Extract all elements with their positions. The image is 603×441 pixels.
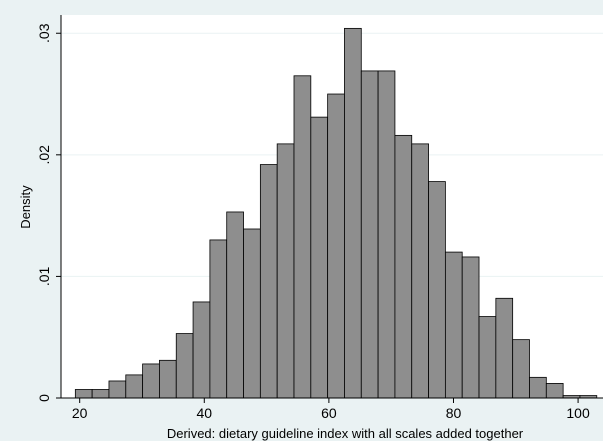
y-tick-label: 0 [36,394,52,402]
x-axis-ticks: 20 40 60 80 100 [72,398,590,421]
histogram-bar [478,316,497,399]
histogram-bar [159,359,177,399]
x-tick-label: 60 [321,405,337,421]
histogram-bar [394,134,413,399]
histogram-bar [461,256,480,399]
x-axis-title: Derived: dietary guideline index with al… [167,426,524,441]
histogram-bar [444,251,463,399]
histogram-bar [209,239,228,399]
y-axis-title: Density [18,185,33,229]
y-tick-label: .01 [36,266,52,286]
histogram-bar [293,75,312,399]
histogram-bar [428,181,446,399]
histogram-bar [360,70,379,399]
y-axis-ticks: 0 .01 .02 .03 [36,23,61,402]
histogram-bar [74,389,93,399]
histogram-bar [192,301,211,399]
histogram-bar [545,383,564,399]
histogram-bar [495,297,514,399]
histogram-bar [512,339,530,399]
histogram-bar [108,380,127,399]
y-tick-label: .02 [36,145,52,165]
histogram-bar [344,27,362,399]
histogram-bar [91,389,110,399]
histogram-bar [529,376,547,399]
y-tick-label: .03 [36,23,52,43]
histogram-bar [276,143,295,399]
histogram-bar [142,363,160,399]
x-tick-label: 20 [72,405,88,421]
histogram-bar [125,374,144,399]
histogram-bar [243,228,261,399]
histogram-bar [377,70,396,399]
x-tick-label: 100 [566,405,590,421]
histogram-bars [74,27,598,399]
histogram-bar [310,116,329,399]
x-tick-label: 80 [446,405,462,421]
histogram-bar [327,93,345,399]
histogram-bar [226,211,244,399]
histogram-bar [175,333,194,399]
histogram-bar [259,164,278,399]
x-tick-label: 40 [196,405,212,421]
histogram-bar [411,143,429,399]
